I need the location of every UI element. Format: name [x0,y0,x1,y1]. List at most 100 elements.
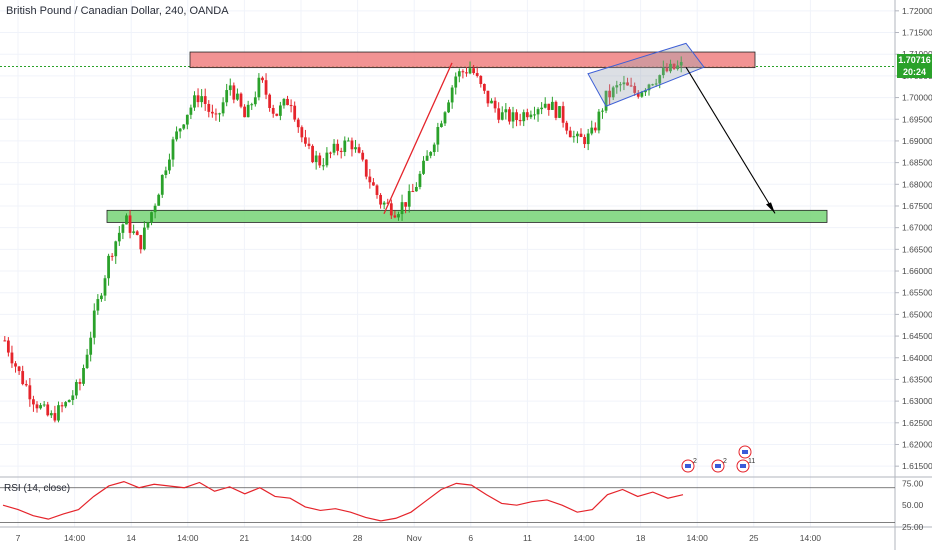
candle-body [46,404,50,416]
candle-body [307,143,311,146]
candle-body [654,83,658,85]
candle-body [221,102,225,114]
candle-body [636,92,640,97]
candle-body [253,97,257,105]
candle-body [593,127,597,131]
candle-body [182,124,186,129]
candle-body [168,159,171,171]
y-tick-label: 1.71500 [902,28,932,38]
flag-icon-shape [715,464,721,468]
candle-body [379,194,382,205]
candle-body [275,113,279,116]
candle-body [543,103,547,108]
candle-body [497,108,501,120]
candle-body [282,98,286,106]
candle-body [633,85,637,93]
flag-icon[interactable]: 11 [736,458,755,473]
candle-body [493,100,497,109]
y-tick-label: 1.66500 [902,244,932,254]
candle-body [622,82,626,85]
candle-body [601,110,604,112]
candle-body [28,385,32,400]
event-markers[interactable]: 2 2 11 [681,445,755,473]
candle-body [311,145,314,163]
candle-body [293,105,297,120]
candle-body [39,405,42,409]
candle-body [286,98,289,106]
rsi-panel: 75.00 50.00 25.00 [0,478,924,532]
flag-icon[interactable] [738,445,752,459]
candle-body [611,87,615,98]
candle-body [218,113,221,115]
x-tick-label: 14:00 [290,533,312,543]
y-tick-label: 1.70000 [902,93,932,103]
flag-icon[interactable]: 2 [681,458,697,473]
candle-body [250,104,254,106]
candle-body [74,382,78,396]
candle-body [157,194,161,206]
candle-body [329,152,332,154]
candle-body [429,152,433,156]
candle-body [350,140,354,150]
candle-body [679,61,683,66]
candle-body [586,133,590,145]
candle-body [661,68,665,76]
flag-icon[interactable]: 2 [711,458,727,473]
candle-body [42,404,46,406]
candle-body [257,77,261,98]
candle-body [404,202,408,207]
candle-body [658,75,662,84]
y-tick-label: 1.65000 [902,309,932,319]
y-tick-label: 1.69000 [902,136,932,146]
candle-body [14,363,17,367]
candle-body [185,114,189,125]
x-tick-label: 14:00 [687,533,709,543]
y-tick-label: 1.68500 [902,158,932,168]
x-tick-label: 6 [468,533,473,543]
candle-body [375,185,379,195]
candle-body [278,105,282,116]
y-tick-label: 1.68000 [902,179,932,189]
candle-body [171,139,175,160]
candle-body [432,144,436,153]
candle-body [382,202,386,205]
candle-body [325,152,329,166]
candle-body [368,176,372,183]
candle-body [67,400,71,403]
candle-body [6,340,10,353]
x-tick-label: 7 [16,533,21,543]
candle-body [357,147,361,153]
candle-body [142,227,146,250]
countdown-badge: 20:24 [897,66,932,78]
candle-body [207,103,211,112]
candle-body [436,127,440,145]
y-tick-label: 1.69500 [902,114,932,124]
x-tick-label: 18 [636,533,646,543]
candle-body [669,63,672,72]
candle-body [21,371,25,385]
y-tick-label: 1.63000 [902,396,932,406]
projection-arrow-line [685,66,776,214]
candle-body [314,155,318,163]
candle-body [515,112,518,121]
rsi-tick-label: 50.00 [902,500,924,510]
candle-body [153,205,157,213]
candle-body [178,128,182,132]
candle-body [339,150,343,153]
candle-body [100,295,103,300]
candle-body [89,337,93,355]
candle-body [125,215,128,225]
candle-body [576,133,579,137]
candle-body [468,68,472,74]
candle-body [271,107,275,114]
y-tick-label: 1.67500 [902,201,932,211]
candle-body [164,170,168,175]
candle-body [414,186,418,192]
candle-body [225,90,229,103]
candle-body [590,127,594,134]
x-tick-label: 14:00 [573,533,595,543]
y-tick-label: 1.61500 [902,461,932,471]
candle-body [472,68,476,74]
candle-body [479,75,483,84]
